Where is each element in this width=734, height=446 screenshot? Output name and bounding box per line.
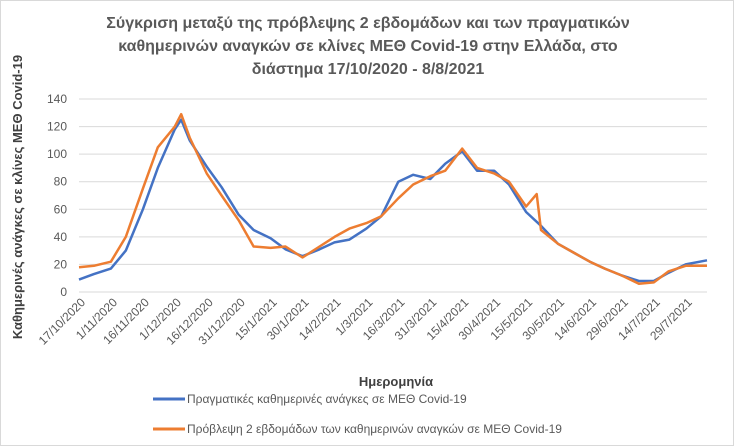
y-axis-title: Καθημερινές ανάγκες σε κλίνες ΜΕΘ Covid-… bbox=[10, 55, 25, 339]
y-tick-label: 20 bbox=[54, 257, 68, 271]
x-axis-title: Ημερομηνία bbox=[359, 374, 433, 389]
title-line-2: καθημερινών αναγκών σε κλίνες ΜΕΘ Covid-… bbox=[118, 38, 618, 55]
title-line-1: Σύγκριση μεταξύ της πρόβλεψης 2 εβδομάδω… bbox=[106, 15, 630, 32]
y-tick-label: 40 bbox=[54, 230, 68, 244]
y-tick-label: 120 bbox=[47, 120, 67, 134]
y-tick-labels: 0 20 40 60 80 100 120 140 bbox=[47, 92, 67, 299]
forecast-series-line bbox=[78, 112, 707, 285]
y-tick-label: 60 bbox=[54, 202, 68, 216]
series-lines bbox=[78, 112, 708, 285]
y-tick-label: 80 bbox=[54, 175, 68, 189]
x-tick-labels: 17/10/20201/11/202016/11/20201/12/202016… bbox=[36, 295, 695, 348]
y-tick-label: 100 bbox=[47, 147, 67, 161]
y-tick-label: 140 bbox=[47, 92, 67, 106]
legend: Πραγματικές καθημερινές ανάγκες σε ΜΕΘ C… bbox=[153, 392, 562, 436]
chart-title: Σύγκριση μεταξύ της πρόβλεψης 2 εβδομάδω… bbox=[106, 15, 630, 78]
y-tick-label: 0 bbox=[60, 285, 67, 299]
actual-series-line bbox=[78, 118, 708, 283]
legend-label-actual: Πραγματικές καθημερινές ανάγκες σε ΜΕΘ C… bbox=[187, 392, 467, 406]
legend-label-forecast: Πρόβλεψη 2 εβδομάδων των καθημερινών ανα… bbox=[187, 422, 562, 436]
title-line-3: διάστημα 17/10/2020 - 8/8/2021 bbox=[252, 61, 485, 78]
